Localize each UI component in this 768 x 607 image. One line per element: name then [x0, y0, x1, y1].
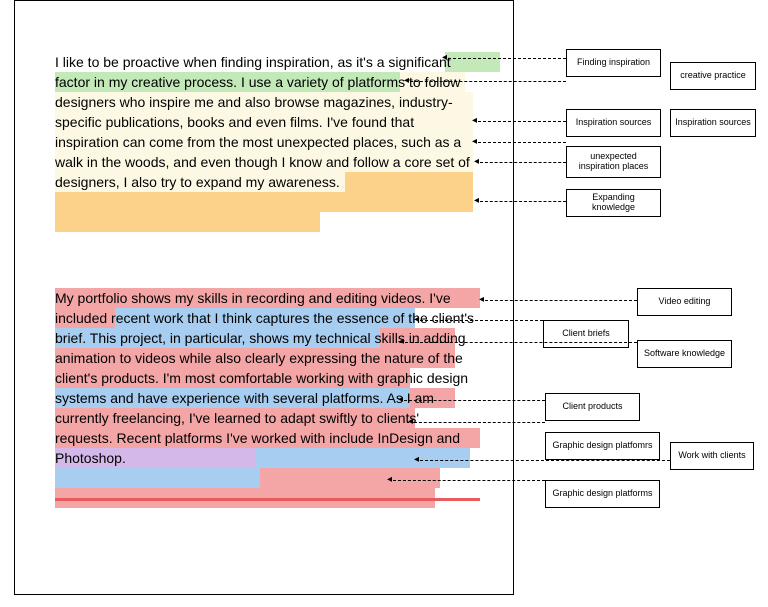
highlight: [55, 498, 480, 501]
connector-line: [478, 142, 566, 143]
annotation-label-inspiration-sources-1: Inspiration sources: [566, 109, 661, 137]
connector-line: [420, 460, 670, 461]
connector-line: [485, 300, 637, 301]
annotation-label-graphic-design-1: Graphic design platfomrs: [545, 432, 660, 460]
connector-line: [420, 320, 543, 321]
annotation-label-graphic-design-2: Graphic design platforms: [545, 480, 660, 508]
connector-line: [448, 58, 566, 59]
annotation-label-client-products: Client products: [545, 393, 640, 421]
highlight: [55, 192, 473, 212]
connector-line: [480, 162, 566, 163]
connector-line: [405, 342, 637, 343]
annotation-label-expanding-knowledge: Expanding knowledge: [566, 189, 661, 217]
annotation-label-video-editing: Video editing: [637, 288, 732, 316]
highlight: [55, 468, 260, 488]
annotation-label-software-knowledge: Software knowledge: [637, 340, 732, 368]
annotation-label-unexpected-places: unexpected inspiration places: [566, 146, 661, 178]
paragraph-1: I like to be proactive when finding insp…: [55, 52, 473, 192]
annotation-label-creative-practice: creative practice: [670, 62, 756, 90]
highlight: [55, 212, 320, 232]
connector-line: [414, 422, 545, 423]
connector-line: [478, 121, 566, 122]
highlight: [260, 468, 440, 488]
annotation-label-finding-inspiration: Finding inspiration: [566, 49, 661, 77]
annotation-label-work-with-clients: Work with clients: [670, 442, 754, 470]
connector-line: [393, 480, 545, 481]
annotation-label-inspiration-sources-2: Inspiration sources: [670, 109, 756, 137]
connector-line: [410, 81, 566, 82]
connector-line: [480, 201, 566, 202]
annotation-label-client-briefs: Client briefs: [543, 320, 629, 348]
paragraph-1-text: I like to be proactive when finding insp…: [55, 52, 473, 192]
connector-line: [404, 400, 545, 401]
